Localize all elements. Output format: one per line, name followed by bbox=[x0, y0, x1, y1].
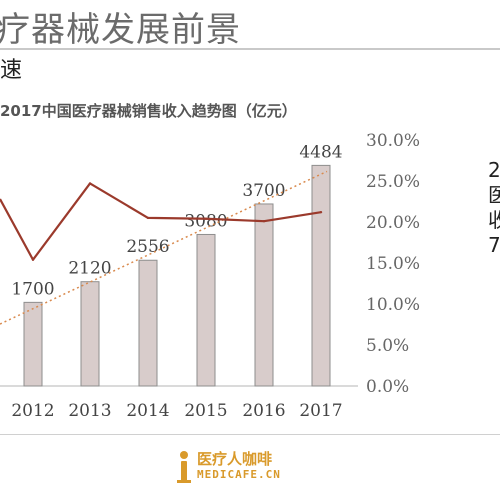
bar-value-label: 2120 bbox=[68, 259, 111, 279]
bar bbox=[138, 259, 158, 387]
y-right-tick-label: 25.0% bbox=[366, 172, 420, 192]
growth-rate-point bbox=[319, 210, 323, 214]
bar bbox=[80, 281, 100, 387]
logo-domain: MEDICAFE.CN bbox=[197, 468, 281, 481]
y-right-tick-label: 0.0% bbox=[366, 377, 409, 397]
side-text-line-1: 2 bbox=[488, 158, 500, 182]
side-text-line-2: 医 bbox=[488, 183, 500, 207]
x-tick-label: 2016 bbox=[242, 401, 285, 421]
side-text-line-3: 收 bbox=[488, 208, 500, 232]
bar-value-label: 3080 bbox=[184, 211, 227, 231]
y-right-tick-label: 20.0% bbox=[366, 213, 420, 233]
medicafe-logo: 医疗人咖啡 MEDICAFE.CN bbox=[175, 448, 335, 488]
growth-rate-point bbox=[262, 219, 266, 223]
coffee-person-icon bbox=[177, 451, 191, 483]
title-divider bbox=[0, 48, 500, 50]
x-tick-label: 2014 bbox=[126, 401, 169, 421]
x-tick-label: 2017 bbox=[299, 401, 342, 421]
bar bbox=[23, 301, 43, 387]
slide-title: 疗器械发展前景 bbox=[0, 10, 241, 50]
y-right-tick-label: 5.0% bbox=[366, 336, 409, 356]
trend-line bbox=[0, 170, 328, 325]
bar bbox=[311, 164, 331, 387]
y-right-tick-label: 30.0% bbox=[366, 131, 420, 151]
bar-value-label: 4484 bbox=[299, 142, 342, 162]
footer-divider bbox=[0, 434, 500, 435]
y-right-tick-label: 15.0% bbox=[366, 254, 420, 274]
logo-text: 医疗人咖啡 bbox=[197, 450, 273, 468]
bar-value-label: 2556 bbox=[126, 237, 169, 257]
growth-rate-point bbox=[31, 258, 35, 261]
bar-value-label: 1700 bbox=[11, 279, 54, 299]
bar bbox=[196, 233, 216, 387]
bar-value-label: 3700 bbox=[242, 181, 285, 201]
chart-title: 2017中国医疗器械销售收入趋势图（亿元） bbox=[0, 102, 297, 120]
growth-rate-point bbox=[88, 182, 92, 185]
bar bbox=[254, 203, 274, 387]
x-tick-label: 2015 bbox=[184, 401, 227, 421]
side-text-line-4: 7 bbox=[488, 233, 500, 257]
growth-rate-point bbox=[204, 217, 208, 220]
sales-trend-chart: 0.0% 5.0% 10.0% 15.0% 20.0% 25.0% 30.0% 1700 201… bbox=[0, 131, 420, 421]
x-tick-label: 2012 bbox=[11, 401, 54, 421]
slide-subtitle: 速 bbox=[0, 58, 23, 83]
y-right-tick-label: 10.0% bbox=[366, 295, 420, 315]
x-tick-label: 2013 bbox=[68, 401, 111, 421]
growth-rate-point bbox=[146, 216, 150, 220]
